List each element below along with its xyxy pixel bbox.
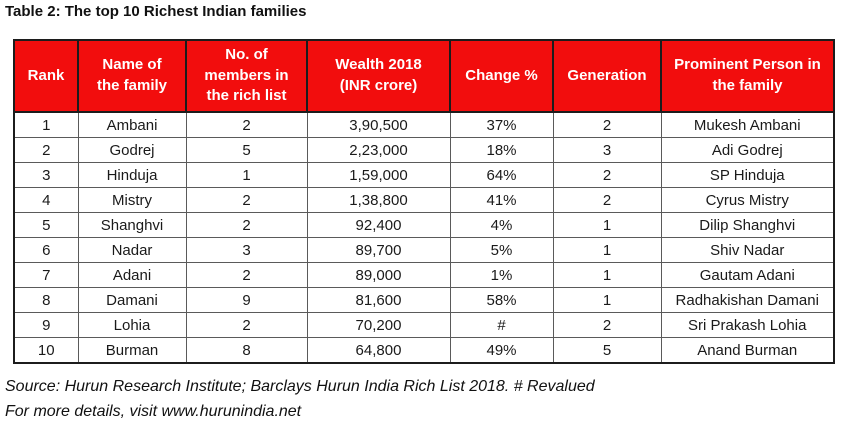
table-cell: Adi Godrej xyxy=(660,137,835,163)
table-cell: 10 xyxy=(13,337,79,364)
table-cell: 2 xyxy=(13,137,79,163)
header-cell-rank: Rank xyxy=(13,39,79,113)
table-cell: Cyrus Mistry xyxy=(660,187,835,213)
table-cell: Hinduja xyxy=(77,162,187,188)
header-cell-change: Change % xyxy=(449,39,554,113)
table-cell: 4 xyxy=(13,187,79,213)
table-cell: 3,90,500 xyxy=(306,111,451,138)
header-cell-family: Name of the family xyxy=(77,39,187,113)
table-cell: 9 xyxy=(13,312,79,338)
table-cell: 1 xyxy=(185,162,308,188)
table-cell: 3 xyxy=(552,137,662,163)
table-row: 3 Hinduja 1 1,59,000 64% 2 SP Hinduja xyxy=(13,162,835,188)
table-cell: Anand Burman xyxy=(660,337,835,364)
table-cell: Nadar xyxy=(77,237,187,263)
table-row: 10 Burman 8 64,800 49% 5 Anand Burman xyxy=(13,337,835,364)
table-cell: 6 xyxy=(13,237,79,263)
table-cell: 64,800 xyxy=(306,337,451,364)
table-row: 4 Mistry 2 1,38,800 41% 2 Cyrus Mistry xyxy=(13,187,835,213)
table-cell: 49% xyxy=(449,337,554,364)
table-cell: 70,200 xyxy=(306,312,451,338)
table-cell: 89,700 xyxy=(306,237,451,263)
table-cell: 2 xyxy=(552,187,662,213)
table-cell: Lohia xyxy=(77,312,187,338)
table-cell: 37% xyxy=(449,111,554,138)
table-cell: 2 xyxy=(185,262,308,288)
table-cell: 9 xyxy=(185,287,308,313)
header-cell-prominent: Prominent Person in the family xyxy=(660,39,835,113)
table-cell: 1,59,000 xyxy=(306,162,451,188)
table-cell: 4% xyxy=(449,212,554,238)
header-cell-generation: Generation xyxy=(552,39,662,113)
table-cell: 5 xyxy=(13,212,79,238)
table-cell: 2 xyxy=(185,312,308,338)
table-row: 9 Lohia 2 70,200 #2 Sri Prakash Lohia xyxy=(13,312,835,338)
table-cell: Mistry xyxy=(77,187,187,213)
table-cell: 5 xyxy=(185,137,308,163)
table-cell: Radhakishan Damani xyxy=(660,287,835,313)
table-cell: 2 xyxy=(185,187,308,213)
table-cell: 1,38,800 xyxy=(306,187,451,213)
table-cell: 1 xyxy=(552,287,662,313)
table-cell: 2 xyxy=(185,111,308,138)
table-cell: 7 xyxy=(13,262,79,288)
table-cell: 8 xyxy=(13,287,79,313)
table-cell: Sri Prakash Lohia xyxy=(660,312,835,338)
page-title: Table 2: The top 10 Richest Indian famil… xyxy=(5,3,307,20)
header-cell-wealth: Wealth 2018 (INR crore) xyxy=(306,39,451,113)
table-cell: 81,600 xyxy=(306,287,451,313)
table-cell: 2,23,000 xyxy=(306,137,451,163)
footer-source-line: Source: Hurun Research Institute; Barcla… xyxy=(5,378,595,395)
table-cell: Shiv Nadar xyxy=(660,237,835,263)
table-cell: 2 xyxy=(185,212,308,238)
table-cell: 58% xyxy=(449,287,554,313)
table-row: 1 Ambani 2 3,90,500 37% 2 Mukesh Ambani xyxy=(13,111,835,138)
richest-families-table: Rank Name of the family No. of members i… xyxy=(13,39,835,364)
table-cell: 2 xyxy=(552,312,662,338)
table-cell: Shanghvi xyxy=(77,212,187,238)
table-cell: 89,000 xyxy=(306,262,451,288)
table-cell: 1 xyxy=(13,111,79,138)
table-cell: 3 xyxy=(185,237,308,263)
table-row: 2 Godrej 5 2,23,000 18% 3 Adi Godrej xyxy=(13,137,835,163)
header-cell-members: No. of members in the rich list xyxy=(185,39,308,113)
table-cell: 41% xyxy=(449,187,554,213)
table-cell: 2 xyxy=(552,111,662,138)
table-body: 1 Ambani 2 3,90,500 37% 2 Mukesh Ambani 2 Godrej… xyxy=(13,111,835,364)
table-cell: SP Hinduja xyxy=(660,162,835,188)
table-cell: 1% xyxy=(449,262,554,288)
table-cell: 2 xyxy=(552,162,662,188)
table-cell: Godrej xyxy=(77,137,187,163)
table-cell: Mukesh Ambani xyxy=(660,111,835,138)
table-cell: 1 xyxy=(552,237,662,263)
table-row: 6 Nadar 3 89,700 5% 1 Shiv Nadar xyxy=(13,237,835,263)
table-cell: # xyxy=(449,312,554,338)
table-cell: Damani xyxy=(77,287,187,313)
footer-details-line: For more details, visit www.hurunindia.n… xyxy=(5,403,302,420)
table-row: 8 Damani 9 81,600 58% 1 Radhakishan Damani xyxy=(13,287,835,313)
footer: Source: Hurun Research Institute; Barcla… xyxy=(5,374,595,424)
table-cell: 8 xyxy=(185,337,308,364)
table-cell: 64% xyxy=(449,162,554,188)
table-cell: Dilip Shanghvi xyxy=(660,212,835,238)
table-cell: 92,400 xyxy=(306,212,451,238)
table-cell: 3 xyxy=(13,162,79,188)
table-cell: Gautam Adani xyxy=(660,262,835,288)
table-cell: Burman xyxy=(77,337,187,364)
table-cell: 5 xyxy=(552,337,662,364)
table-row: 5 Shanghvi 2 92,400 4% 1 Dilip Shanghvi xyxy=(13,212,835,238)
table-cell: 1 xyxy=(552,212,662,238)
table-cell: 18% xyxy=(449,137,554,163)
table-cell: Adani xyxy=(77,262,187,288)
table-cell: Ambani xyxy=(77,111,187,138)
table-header-row: Rank Name of the family No. of members i… xyxy=(13,39,835,113)
table-cell: 5% xyxy=(449,237,554,263)
table-row: 7 Adani 2 89,000 1% 1 Gautam Adani xyxy=(13,262,835,288)
table-cell: 1 xyxy=(552,262,662,288)
